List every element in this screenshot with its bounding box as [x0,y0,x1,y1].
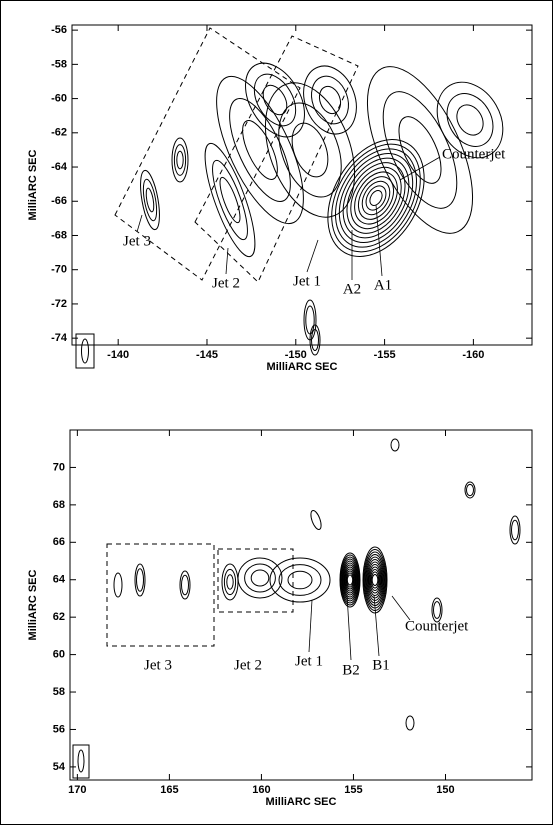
y-tick-label: 60 [53,649,65,661]
x-axis-label: MilliARC SEC [266,796,337,808]
contour [141,178,159,221]
y-tick-label: 56 [53,723,65,735]
leader [307,240,318,272]
y-tick-label: -56 [51,24,67,36]
x-axis-label: MilliARC SEC [267,361,338,373]
y-tick-label: 68 [53,499,65,511]
y-tick-label: 62 [53,611,65,623]
contour [245,564,276,592]
annotation: Jet 1 [295,653,323,669]
x-tick-label: -160 [462,349,484,361]
y-tick-label: -66 [51,195,67,207]
x-tick-label: -150 [285,349,307,361]
annotation: Jet 2 [234,657,262,673]
contour [251,570,269,586]
x-tick-label: 150 [436,784,454,796]
annotation: Counterjet [405,618,469,634]
annotation: B1 [372,657,390,673]
x-tick-label: 160 [252,784,270,796]
annotation: Counterjet [442,146,506,162]
contour-layer [137,52,516,355]
annotation: B2 [342,662,360,678]
contour [309,509,323,531]
contour [512,520,519,540]
annotation: Jet 2 [212,275,240,291]
y-tick-label: -70 [51,264,67,276]
annotation: Jet 3 [144,657,172,673]
contour [372,575,378,586]
beam [78,750,84,772]
x-tick-label: -155 [374,349,396,361]
contour [177,151,183,169]
y-tick-label: 66 [53,536,65,548]
leader [137,215,142,232]
y-tick-label: -62 [51,127,67,139]
annotation: Jet 1 [293,273,321,289]
leader [309,600,312,652]
jet3-box [107,544,214,646]
y-axis-label: MilliARC SEC [27,570,39,641]
annotation: Jet 3 [123,233,151,249]
contour [347,575,352,585]
x-tick-label: -140 [107,349,129,361]
contour [406,716,414,730]
y-tick-label: -58 [51,58,67,70]
y-tick-label: -64 [51,161,68,173]
contour [114,573,122,597]
contour [137,569,144,591]
contour [306,306,314,334]
contour [267,94,353,205]
y-axis-label: MilliARC SEC [27,150,39,221]
y-tick-label: 64 [53,574,66,586]
contour [224,569,235,594]
y-tick-label: 54 [53,761,66,773]
y-tick-label: -60 [51,92,67,104]
x-tick-label: 165 [160,784,178,796]
contour [434,602,441,619]
contour [248,71,371,230]
y-tick-label: -74 [51,332,68,344]
contour [295,59,366,142]
beam [82,339,89,363]
annotation: A2 [343,281,361,297]
figure: MilliARC SEC MilliARC SEC 70 68 66 64 62 60 58 56… [0,0,553,825]
contour [137,169,163,231]
plot-frame [70,430,532,780]
y-tick-label: 70 [53,461,65,473]
x-tick-label: 155 [344,784,362,796]
contour [357,176,396,219]
contour [182,575,189,595]
contour [279,565,321,596]
contour [316,83,344,116]
leader [392,596,410,620]
leader [226,248,228,274]
contour [324,140,427,255]
x-tick-label: -145 [196,349,218,361]
y-tick-label: -72 [51,298,67,310]
contour [319,134,433,261]
contour [467,484,474,495]
contour [236,116,285,184]
contour-layer [114,439,520,730]
contour [227,575,233,589]
contour [391,439,399,451]
y-tick-label: -68 [51,229,67,241]
x-tick-label: 170 [68,784,86,796]
contour [438,85,502,154]
contour [288,571,312,589]
y-tick-label: 58 [53,686,65,698]
annotation: A1 [374,277,392,293]
contour [174,145,185,176]
contour [308,122,444,273]
